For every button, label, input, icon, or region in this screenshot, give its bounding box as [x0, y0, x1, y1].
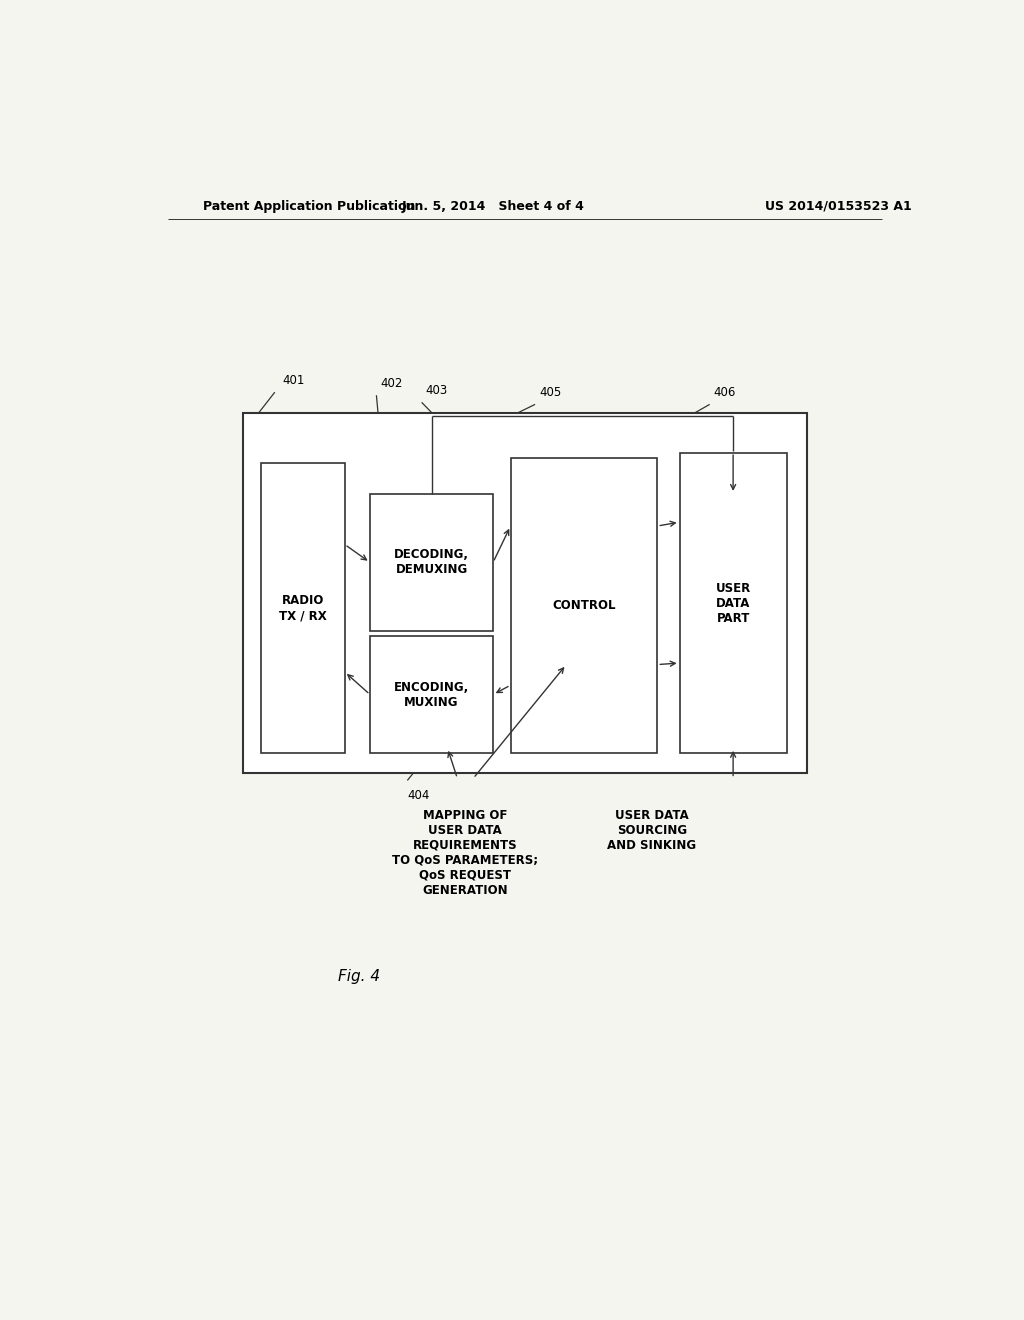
Text: 403: 403 — [426, 384, 447, 397]
Text: USER DATA
SOURCING
AND SINKING: USER DATA SOURCING AND SINKING — [607, 809, 696, 851]
Text: 401: 401 — [283, 374, 305, 387]
Text: Patent Application Publication: Patent Application Publication — [204, 199, 416, 213]
Bar — [243, 413, 807, 774]
Bar — [370, 636, 494, 752]
Text: 406: 406 — [714, 387, 736, 399]
Text: RADIO
TX / RX: RADIO TX / RX — [280, 594, 327, 622]
Text: ENCODING,
MUXING: ENCODING, MUXING — [394, 681, 469, 709]
Text: US 2014/0153523 A1: US 2014/0153523 A1 — [765, 199, 911, 213]
Text: MAPPING OF
USER DATA
REQUIREMENTS
TO QoS PARAMETERS;
QoS REQUEST
GENERATION: MAPPING OF USER DATA REQUIREMENTS TO QoS… — [392, 809, 539, 896]
Text: USER
DATA
PART: USER DATA PART — [716, 582, 751, 624]
Text: 402: 402 — [380, 378, 402, 391]
Text: 405: 405 — [539, 387, 561, 399]
Text: Jun. 5, 2014   Sheet 4 of 4: Jun. 5, 2014 Sheet 4 of 4 — [401, 199, 585, 213]
Bar — [680, 453, 786, 752]
Text: DECODING,
DEMUXING: DECODING, DEMUXING — [394, 548, 469, 577]
Text: CONTROL: CONTROL — [552, 599, 615, 612]
Text: 404: 404 — [408, 788, 430, 801]
Bar — [370, 494, 494, 631]
Bar — [261, 463, 345, 752]
Text: Fig. 4: Fig. 4 — [338, 969, 381, 985]
Bar — [511, 458, 657, 752]
